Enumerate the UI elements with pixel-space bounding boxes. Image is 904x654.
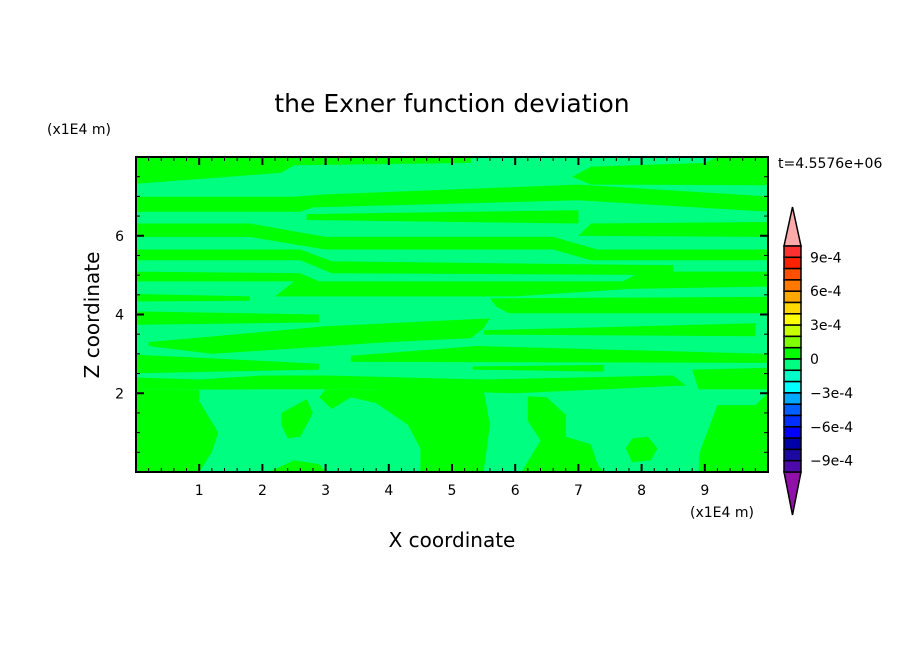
contour-region xyxy=(136,294,250,302)
contour-region xyxy=(483,323,756,337)
x-tick-label: 9 xyxy=(700,483,709,499)
contour-region xyxy=(136,157,471,184)
colorbar-swatch xyxy=(783,267,802,281)
x-tick-label: 1 xyxy=(195,483,204,499)
contour-region xyxy=(136,223,768,261)
colorbar-swatch xyxy=(783,448,802,462)
colorbar-swatch xyxy=(783,358,802,372)
contour-region xyxy=(136,375,686,394)
contour-region xyxy=(472,364,604,372)
contour-region xyxy=(268,460,326,472)
x-unit-label: (x1E4 m) xyxy=(690,505,754,521)
y-tick-label: 4 xyxy=(115,308,124,324)
contour-region xyxy=(281,399,313,439)
colorbar-swatch xyxy=(783,245,802,259)
x-axis-label: X coordinate xyxy=(389,528,516,552)
contour-region xyxy=(489,296,768,314)
y-unit-label: (x1E4 m) xyxy=(47,122,111,138)
y-tick-label: 2 xyxy=(115,386,124,402)
y-tick-label: 6 xyxy=(115,229,124,245)
contour-region xyxy=(306,210,579,224)
contour-region xyxy=(136,354,320,374)
colorbar-swatch xyxy=(783,301,802,315)
contour-region xyxy=(136,184,768,212)
time-label: t=4.5576e+06 xyxy=(778,156,882,172)
contour-region xyxy=(136,249,674,276)
contour-region xyxy=(136,311,320,325)
contour-region xyxy=(521,396,604,472)
x-tick-labels: 1 2 3 4 5 6 7 8 9 xyxy=(195,483,710,499)
colorbar-swatch xyxy=(783,426,802,439)
colorbar-swatch xyxy=(783,324,802,338)
colorbar-label: −6e-4 xyxy=(810,420,853,436)
colorbar-label: −3e-4 xyxy=(810,386,853,402)
contour-region xyxy=(136,271,768,297)
colorbar-swatch xyxy=(783,380,802,394)
chart-title: the Exner function deviation xyxy=(274,89,629,118)
colorbar-swatch xyxy=(783,403,802,417)
y-axis-label: Z coordinate xyxy=(80,252,104,379)
x-tick-label: 4 xyxy=(384,483,393,499)
colorbar-swatch xyxy=(783,369,802,383)
colorbar: 9e-4 6e-4 3e-4 0 −3e-4 −6e-4 −9e-4 xyxy=(783,206,853,516)
colorbar-swatch xyxy=(783,414,802,428)
colorbar-swatch xyxy=(783,313,802,326)
contour-region xyxy=(572,157,768,186)
x-tick-label: 3 xyxy=(321,483,330,499)
x-tick-label: 7 xyxy=(574,483,583,499)
colorbar-swatch xyxy=(783,392,802,405)
contour-region xyxy=(578,222,768,237)
colorbar-swatch xyxy=(783,279,802,292)
colorbar-label: 9e-4 xyxy=(810,250,842,266)
contour-region xyxy=(136,389,219,472)
colorbar-swatch xyxy=(783,459,802,473)
colorbar-swatch xyxy=(783,256,802,270)
x-tick-label: 2 xyxy=(258,483,267,499)
colorbar-over-triangle xyxy=(783,206,802,247)
colorbar-label: 0 xyxy=(810,352,819,368)
colorbar-swatch xyxy=(783,437,802,451)
x-tick-label: 5 xyxy=(448,483,457,499)
contour-region xyxy=(698,393,768,472)
colorbar-swatch xyxy=(783,346,802,360)
x-tick-label: 8 xyxy=(637,483,646,499)
contour-region xyxy=(692,367,768,390)
colorbar-swatch xyxy=(783,335,802,349)
contour-region xyxy=(319,389,490,472)
colorbar-label: 6e-4 xyxy=(810,284,842,300)
y-tick-labels: 2 4 6 xyxy=(115,229,124,403)
contour-region xyxy=(148,318,490,354)
contour-region xyxy=(625,436,658,463)
colorbar-swatch xyxy=(783,290,802,304)
colorbar-under-triangle xyxy=(783,471,802,516)
plot-area xyxy=(135,156,769,473)
x-tick-label: 6 xyxy=(511,483,520,499)
colorbar-label: 3e-4 xyxy=(810,318,842,334)
contour-region xyxy=(350,346,768,363)
colorbar-label: −9e-4 xyxy=(810,454,853,470)
